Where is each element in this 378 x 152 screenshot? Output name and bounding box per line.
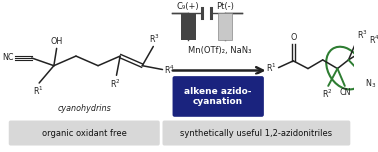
FancyBboxPatch shape: [172, 75, 265, 118]
Text: N$_3$: N$_3$: [365, 77, 376, 90]
Text: C₉(+): C₉(+): [177, 2, 200, 11]
Text: OH: OH: [51, 37, 63, 47]
Text: organic oxidant free: organic oxidant free: [42, 129, 127, 138]
Text: NC: NC: [2, 54, 13, 62]
Text: R$^3$: R$^3$: [357, 28, 367, 41]
Text: R$^3$: R$^3$: [149, 32, 160, 45]
Bar: [181, 13, 196, 40]
Text: R$^2$: R$^2$: [322, 88, 333, 100]
Bar: [218, 13, 232, 40]
Text: R$^1$: R$^1$: [33, 85, 43, 97]
Text: synthetically useful 1,2-azidonitriles: synthetically useful 1,2-azidonitriles: [180, 129, 333, 138]
Text: R$^2$: R$^2$: [110, 77, 121, 90]
Text: cyanohydrins: cyanohydrins: [57, 104, 111, 114]
Text: Pt(-): Pt(-): [216, 2, 234, 11]
Text: alkene azido-
cyanation: alkene azido- cyanation: [184, 87, 251, 106]
Text: O: O: [290, 33, 296, 42]
FancyBboxPatch shape: [9, 121, 160, 145]
Text: R$^4$: R$^4$: [164, 63, 175, 76]
Text: R$^1$: R$^1$: [266, 61, 277, 74]
Text: CN: CN: [340, 88, 352, 97]
Text: Mn(OTf)₂, NaN₃: Mn(OTf)₂, NaN₃: [188, 46, 251, 55]
Text: R$^4$: R$^4$: [369, 34, 378, 47]
FancyBboxPatch shape: [163, 121, 350, 145]
